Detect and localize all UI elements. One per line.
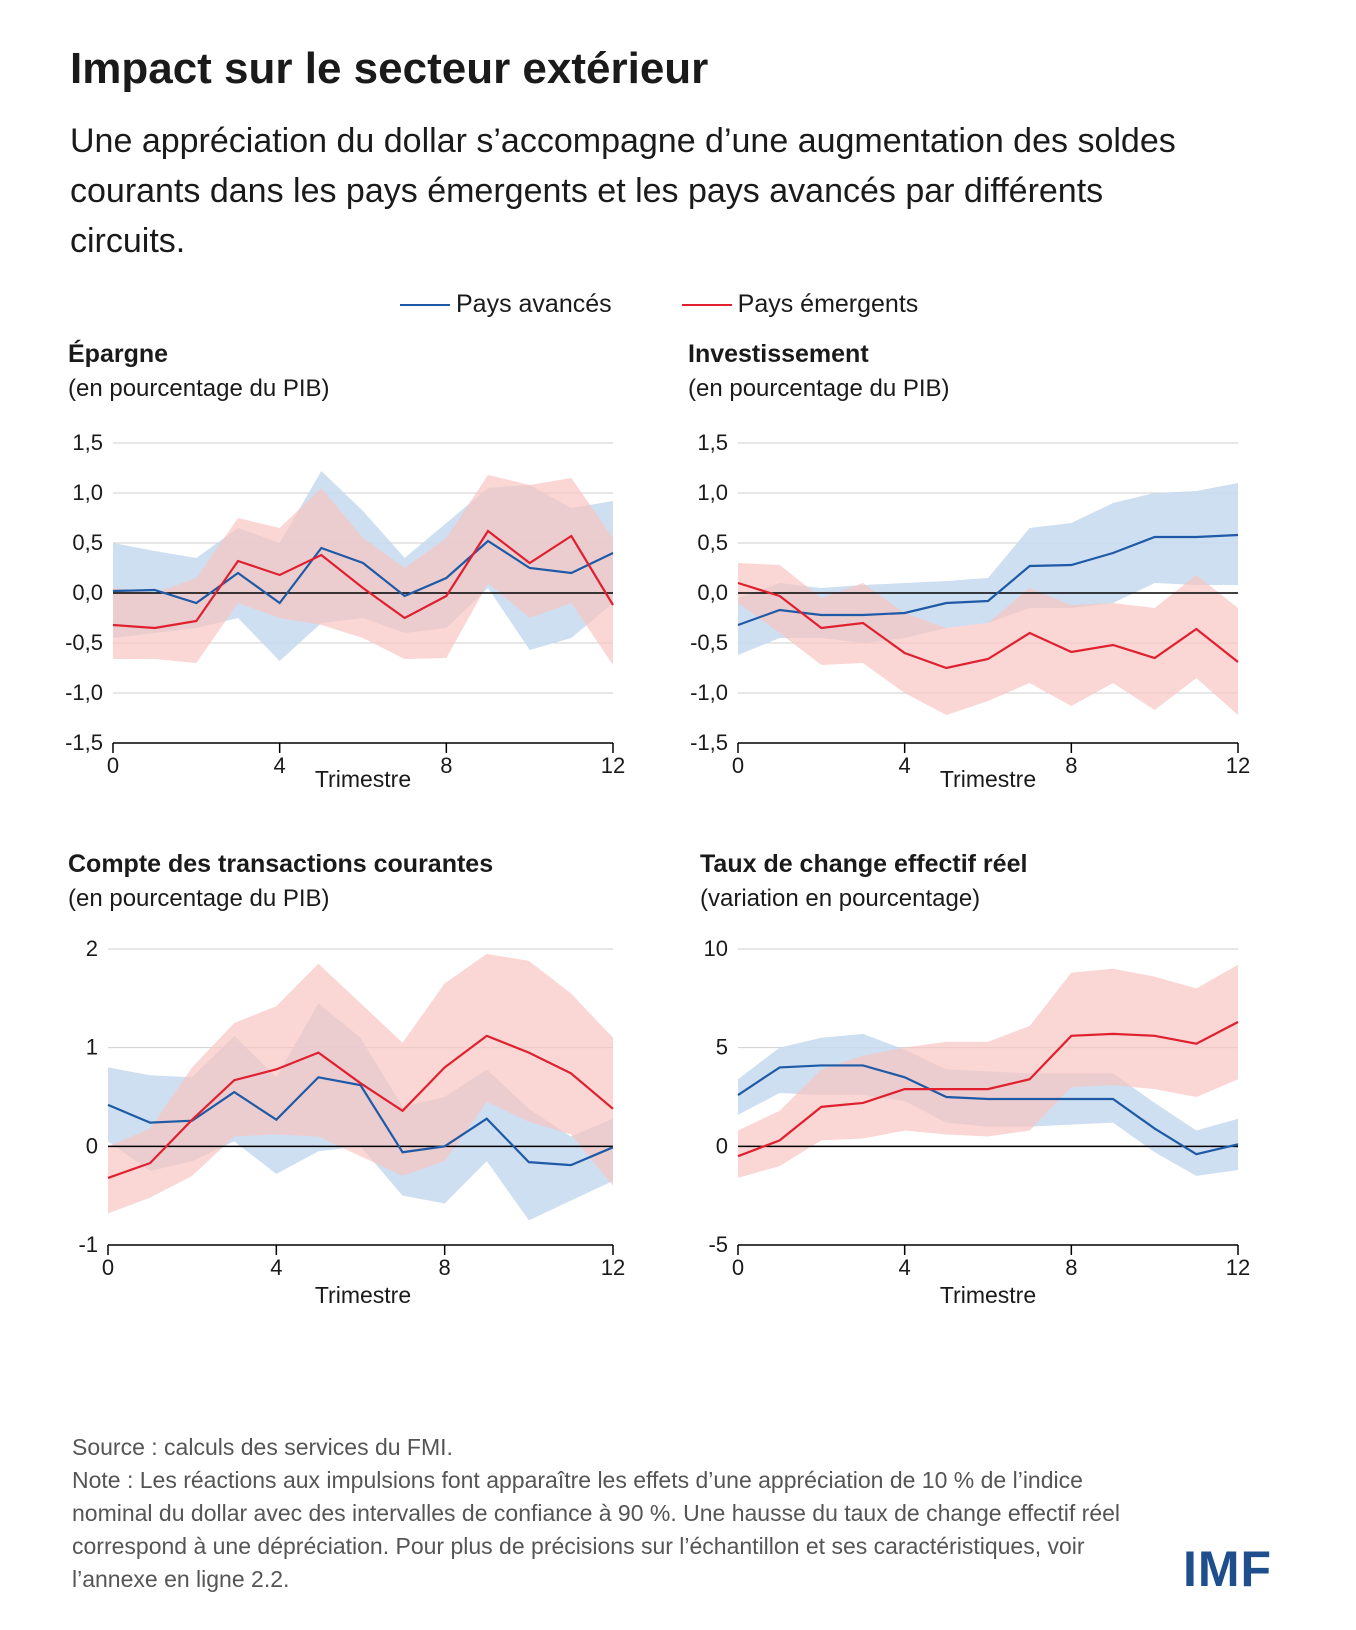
band-emerging bbox=[738, 563, 1238, 715]
panel-subtitle: (variation en pourcentage) bbox=[700, 885, 980, 912]
chart-epargne: Épargne (en pourcentage du PIB) -1,5 -1,0 -0… bbox=[65, 339, 625, 792]
footer: Source : calculs des services du FMI. No… bbox=[72, 1431, 1152, 1596]
x-tick-label: 8 bbox=[439, 1255, 451, 1280]
y-tick-label: -0,5 bbox=[65, 630, 103, 655]
y-tick-label: 1 bbox=[86, 1035, 98, 1060]
y-tick-label: 1,5 bbox=[72, 430, 103, 455]
x-tick-label: 12 bbox=[601, 753, 625, 778]
x-tick-label: 8 bbox=[1065, 753, 1077, 778]
band-emerging bbox=[113, 475, 613, 665]
series-line-advanced bbox=[112, 539, 614, 605]
y-tick-label: 0,5 bbox=[697, 530, 728, 555]
series-line-emerging bbox=[737, 581, 1239, 670]
source-note: Source : calculs des services du FMI. bbox=[72, 1434, 453, 1460]
series-line-advanced bbox=[737, 533, 1239, 627]
y-tick-label: -5 bbox=[708, 1232, 728, 1257]
x-tick-label: 8 bbox=[1065, 1255, 1077, 1280]
x-tick-label: 4 bbox=[274, 753, 286, 778]
panel-title: Taux de change effectif réel bbox=[700, 850, 1027, 878]
panel-subtitle: (en pourcentage du PIB) bbox=[688, 375, 950, 402]
y-tick-label: 0,5 bbox=[72, 530, 103, 555]
y-tick-label: -1,5 bbox=[690, 730, 728, 755]
y-tick-label: 0 bbox=[86, 1133, 98, 1158]
y-tick-label: 1,0 bbox=[697, 480, 728, 505]
y-tick-label: 0 bbox=[716, 1133, 728, 1158]
x-tick-label: 12 bbox=[601, 1255, 625, 1280]
x-axis-label: Trimestre bbox=[315, 1282, 411, 1308]
chart-investissement: Investissement (en pourcentage du PIB) -1,… bbox=[688, 340, 1250, 792]
chart-compte-courant: Compte des transactions courantes (en pou… bbox=[68, 850, 625, 1308]
y-tick-label: -1,0 bbox=[65, 680, 103, 705]
x-tick-label: 0 bbox=[102, 1255, 114, 1280]
x-tick-label: 12 bbox=[1226, 1255, 1250, 1280]
x-axis-label: Trimestre bbox=[940, 1282, 1036, 1308]
panel-title: Épargne bbox=[68, 339, 168, 368]
y-tick-label: -1,5 bbox=[65, 730, 103, 755]
panel-title: Compte des transactions courantes bbox=[68, 850, 493, 878]
y-tick-label: 1,0 bbox=[72, 480, 103, 505]
x-tick-label: 12 bbox=[1226, 753, 1250, 778]
band-emerging bbox=[738, 964, 1238, 1178]
legend-item-emerging: Pays émergents bbox=[681, 290, 919, 319]
page-subtitle: Une appréciation du dollar s’accompagne … bbox=[70, 122, 1176, 260]
series-line-emerging bbox=[107, 1034, 614, 1179]
page-title: Impact sur le secteur extérieur bbox=[70, 44, 709, 93]
legend: Pays avancés Pays émergents bbox=[400, 290, 918, 319]
legend-swatch-emerging bbox=[681, 303, 732, 306]
x-tick-label: 4 bbox=[899, 1255, 911, 1280]
legend-label-emerging: Pays émergents bbox=[737, 290, 919, 318]
x-tick-label: 0 bbox=[732, 1255, 744, 1280]
panel-subtitle: (en pourcentage du PIB) bbox=[68, 885, 330, 912]
imf-logo: IMF bbox=[1183, 1541, 1273, 1597]
panel-subtitle: (en pourcentage du PIB) bbox=[68, 375, 330, 402]
footnote: Note : Les réactions aux impulsions font… bbox=[72, 1467, 1121, 1592]
y-tick-label: 5 bbox=[716, 1035, 728, 1060]
x-axis-label: Trimestre bbox=[940, 766, 1036, 792]
y-tick-label: -1 bbox=[78, 1232, 98, 1257]
legend-label-advanced: Pays avancés bbox=[456, 290, 612, 318]
x-tick-label: 4 bbox=[899, 753, 911, 778]
series-line-emerging bbox=[737, 1021, 1239, 1158]
x-tick-label: 4 bbox=[270, 1255, 282, 1280]
x-tick-label: 8 bbox=[440, 753, 452, 778]
y-tick-label: 2 bbox=[86, 936, 98, 961]
panel-title: Investissement bbox=[688, 340, 869, 368]
series-line-emerging bbox=[112, 529, 614, 630]
y-tick-label: -1,0 bbox=[690, 680, 728, 705]
y-tick-label: 1,5 bbox=[697, 430, 728, 455]
y-tick-label: 0,0 bbox=[697, 580, 728, 605]
y-tick-label: -0,5 bbox=[690, 630, 728, 655]
x-tick-label: 0 bbox=[732, 753, 744, 778]
x-tick-label: 0 bbox=[107, 753, 119, 778]
y-tick-label: 0,0 bbox=[72, 580, 103, 605]
chart-taux-change: Taux de change effectif réel (variation e… bbox=[700, 850, 1250, 1308]
legend-item-advanced: Pays avancés bbox=[400, 290, 612, 319]
y-tick-label: 10 bbox=[704, 936, 728, 961]
legend-swatch-advanced bbox=[400, 303, 450, 306]
x-axis-label: Trimestre bbox=[315, 766, 411, 792]
series-line-advanced bbox=[737, 1064, 1239, 1156]
